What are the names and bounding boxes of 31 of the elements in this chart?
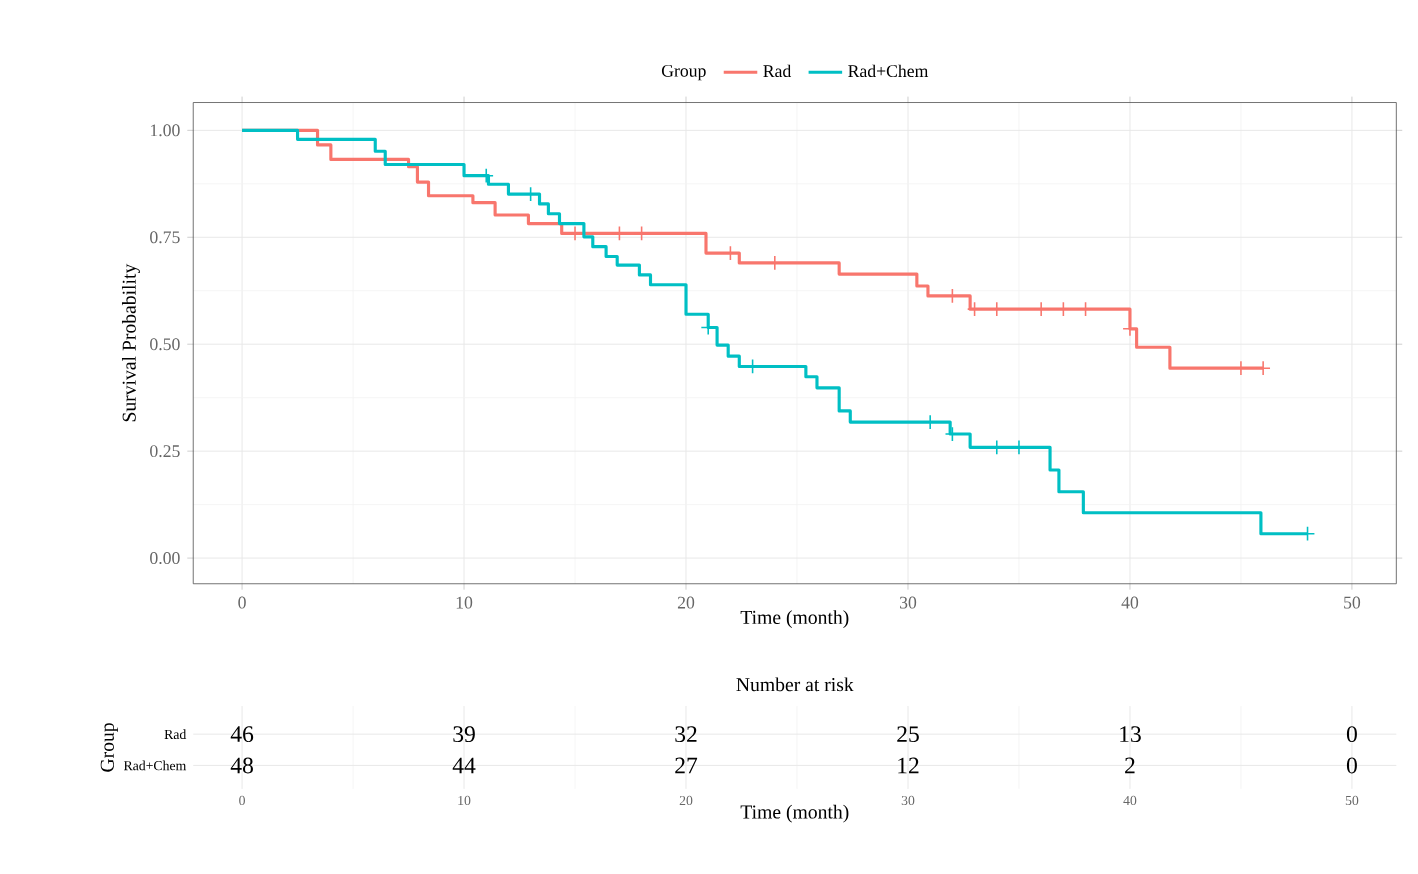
data-label: 32 bbox=[675, 726, 697, 743]
y-tick-label: 0.75 bbox=[150, 231, 180, 244]
y-tick-label: 0.25 bbox=[150, 445, 180, 458]
data-label: 39 bbox=[453, 726, 475, 743]
x-axis-title: Time (month) bbox=[740, 610, 849, 629]
y-tick-label: 0.00 bbox=[150, 552, 180, 565]
x-tick-label: 20 bbox=[677, 596, 695, 609]
x-tick-label: 0 bbox=[238, 596, 246, 609]
data-label: 27 bbox=[675, 757, 698, 774]
legend-label: Rad bbox=[763, 64, 792, 78]
y-tick-label: 1.00 bbox=[150, 124, 180, 137]
x-tick-label: 40 bbox=[1121, 596, 1139, 609]
data-label: 2 bbox=[1125, 757, 1135, 774]
data-label: 12 bbox=[898, 757, 919, 774]
y-axis-title: Survival Probability bbox=[121, 263, 140, 422]
x-tick-label: 30 bbox=[899, 596, 917, 609]
data-label: 48 bbox=[230, 757, 253, 774]
data-label: 13 bbox=[1120, 726, 1141, 743]
legend-label: Rad+Chem bbox=[848, 64, 929, 78]
y-tick-label: 0.50 bbox=[150, 338, 180, 351]
data-label: 25 bbox=[897, 726, 919, 743]
y-axis-title: Group bbox=[100, 723, 118, 772]
legend-title: Group bbox=[661, 65, 706, 81]
data-label: 44 bbox=[452, 757, 476, 774]
chart-title: Number at risk bbox=[736, 677, 854, 692]
data-label: 0 bbox=[1346, 757, 1357, 774]
data-label: 0 bbox=[1346, 726, 1357, 743]
x-tick-label: 10 bbox=[456, 596, 473, 609]
data-label: 46 bbox=[230, 726, 254, 743]
x-tick-label: 50 bbox=[1344, 596, 1361, 609]
x-axis-title: Time (month) bbox=[740, 804, 849, 823]
